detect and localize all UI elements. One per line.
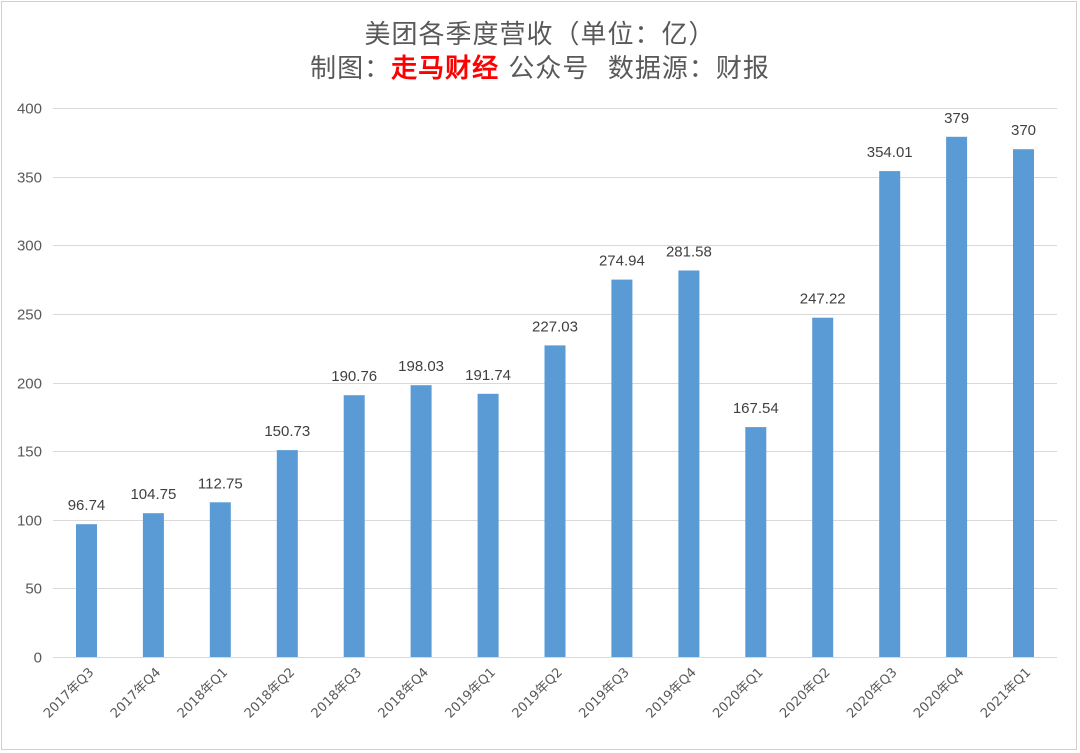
x-tick-label: 2017年Q4 — [108, 665, 164, 721]
x-tick-label: 2020年Q3 — [844, 665, 900, 721]
y-tick-label: 100 — [17, 513, 42, 530]
y-tick-label: 300 — [17, 238, 42, 255]
data-label: 112.75 — [198, 475, 243, 492]
bar — [142, 513, 164, 657]
bar — [209, 502, 231, 657]
x-tick-label: 2019年Q2 — [510, 665, 566, 721]
data-label: 379 — [944, 110, 969, 127]
x-tick-label: 2020年Q1 — [710, 665, 766, 721]
data-label: 281.58 — [666, 244, 712, 261]
subtitle-brand: 走马财经 — [391, 54, 500, 84]
y-tick-label: 50 — [25, 581, 42, 598]
x-tick-label: 2018年Q2 — [242, 665, 298, 721]
bar — [343, 395, 365, 657]
y-tick-label: 250 — [17, 307, 42, 324]
x-tick-label: 2018年Q3 — [309, 665, 365, 721]
data-label: 354.01 — [867, 144, 913, 161]
data-label: 150.73 — [264, 423, 310, 440]
bar — [1013, 149, 1034, 657]
data-label: 247.22 — [800, 291, 846, 308]
bar — [611, 279, 633, 657]
bar — [544, 345, 566, 657]
data-labels: 96.74 104.75 112.75 150.73 190.76 198.03 191.7… — [68, 110, 1036, 514]
y-tick-label: 0 — [34, 650, 42, 667]
bar — [410, 385, 432, 657]
bar — [678, 270, 700, 657]
x-tick-label: 2018年Q4 — [376, 665, 432, 721]
x-tick-label: 2020年Q2 — [777, 665, 833, 721]
bar — [276, 450, 298, 657]
bar — [946, 136, 968, 658]
data-label: 274.94 — [599, 253, 645, 270]
bar — [477, 393, 499, 657]
y-tick-label: 400 — [17, 101, 42, 118]
y-tick-label: 200 — [17, 376, 42, 393]
x-tick-label: 2018年Q1 — [175, 665, 231, 721]
bar — [745, 427, 767, 657]
y-axis-ticks: 0 50 100 150 200 250 300 350 400 — [17, 101, 42, 667]
data-label: 227.03 — [532, 318, 578, 335]
data-label: 191.74 — [465, 367, 511, 384]
data-label: 370 — [1011, 122, 1036, 139]
data-label: 198.03 — [398, 358, 444, 375]
x-tick-label: 2021年Q1 — [978, 665, 1034, 721]
subtitle-suffix: 公众号 数据源：财报 — [499, 54, 770, 84]
y-tick-label: 350 — [17, 170, 42, 187]
bar — [879, 171, 901, 657]
data-label: 104.75 — [130, 486, 176, 503]
x-tick-label: 2020年Q4 — [911, 665, 967, 721]
data-label: 96.74 — [68, 497, 106, 514]
x-tick-label: 2019年Q1 — [443, 665, 499, 721]
chart-title: 美团各季度营收（单位：亿） — [364, 20, 716, 50]
chart-subtitle: 制图：走马财经 公众号 数据源：财报 — [0, 48, 1080, 85]
bar — [812, 317, 834, 657]
x-tick-label: 2019年Q4 — [643, 665, 699, 721]
bar — [76, 524, 97, 657]
x-tick-label: 2017年Q3 — [41, 665, 97, 721]
data-label: 167.54 — [733, 400, 779, 417]
bars — [76, 136, 1034, 658]
x-tick-label: 2019年Q3 — [576, 665, 632, 721]
x-axis-ticks: 2017年Q3 2017年Q4 2018年Q1 2018年Q2 2018年Q3 2018年… — [41, 665, 1034, 721]
data-label: 190.76 — [331, 368, 377, 385]
y-tick-label: 150 — [17, 444, 42, 461]
subtitle-prefix: 制图： — [310, 54, 392, 84]
